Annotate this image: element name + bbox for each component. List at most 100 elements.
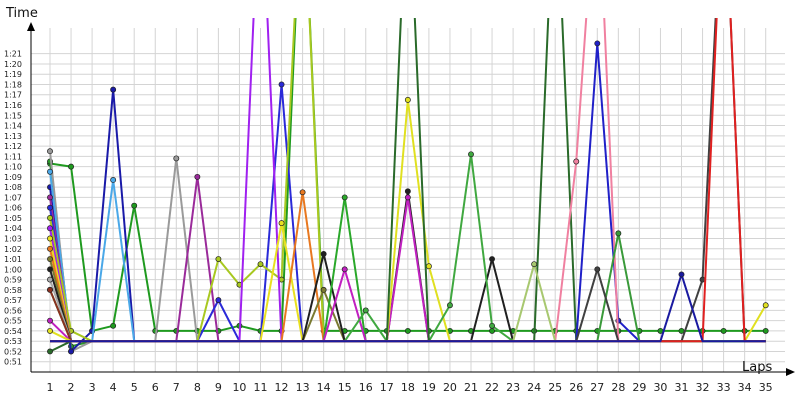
y-tick-label: 1:08 [4, 183, 22, 192]
x-tick-label: 18 [401, 381, 415, 394]
data-point [68, 348, 75, 355]
data-point [404, 327, 411, 334]
x-tick-label: 30 [653, 381, 667, 394]
x-tick-label: 15 [338, 381, 352, 394]
y-tick-label: 1:14 [4, 122, 22, 131]
y-tick-label: 1:06 [4, 204, 22, 213]
x-tick-label: 22 [485, 381, 499, 394]
y-tick-label: 1:03 [4, 235, 22, 244]
x-tick-label: 28 [611, 381, 625, 394]
data-point [110, 322, 117, 329]
x-tick-label: 13 [296, 381, 310, 394]
data-point [278, 81, 285, 88]
data-point [110, 177, 117, 183]
y-tick-label: 0:55 [4, 317, 22, 326]
x-tick-label: 17 [380, 381, 394, 394]
data-point [489, 322, 495, 329]
x-tick-label: 1 [47, 381, 54, 394]
data-point [47, 215, 53, 221]
data-point [68, 163, 75, 170]
y-tick-label: 0:53 [4, 337, 22, 346]
data-point [47, 327, 53, 334]
data-point [320, 250, 327, 257]
y-tick-label: 1:12 [4, 142, 22, 151]
y-tick-label: 1:04 [4, 224, 22, 233]
x-tick-label: 29 [632, 381, 646, 394]
data-point [425, 263, 432, 270]
data-point [278, 220, 285, 227]
data-point [594, 40, 601, 47]
y-tick-label: 1:00 [4, 265, 22, 274]
data-point [47, 148, 53, 155]
x-tick-label: 2 [68, 381, 75, 394]
axes [27, 22, 795, 376]
data-point [404, 96, 411, 103]
y-tick-label: 0:59 [4, 276, 22, 285]
data-point [762, 327, 769, 334]
data-point [110, 86, 117, 93]
y-tick-label: 0:56 [4, 306, 22, 315]
x-tick-label: 3 [89, 381, 96, 394]
data-point [47, 225, 53, 232]
data-point [404, 188, 411, 195]
x-tick-label: 6 [152, 381, 159, 394]
y-tick-label: 1:17 [4, 91, 22, 100]
data-point [489, 256, 495, 262]
data-point [678, 271, 685, 278]
x-tick-label: 24 [527, 381, 541, 394]
data-point [194, 173, 201, 180]
x-tick-label: 25 [548, 381, 562, 394]
y-tick-label: 1:15 [4, 111, 22, 120]
data-point [468, 151, 474, 158]
x-tick-labels: 1 2 3 4 5 6 7 8 9 10 11 12 13 14 15 16 17 18 19 20 21 22 23 24 2… [47, 381, 773, 394]
y-axis-arrow-icon [27, 22, 35, 31]
data-point [47, 204, 53, 211]
y-tick-label: 0:58 [4, 286, 22, 295]
x-tick-label: 31 [675, 381, 689, 394]
data-point [447, 302, 453, 309]
y-tick-label: 1:05 [4, 214, 22, 223]
data-point [531, 261, 538, 268]
y-tick-label: 1:21 [4, 50, 22, 59]
data-point [215, 297, 222, 304]
y-tick-label: 0:54 [4, 327, 22, 336]
data-point [47, 256, 53, 262]
data-point [131, 202, 138, 209]
series-line [50, 273, 766, 343]
data-point [341, 266, 348, 273]
x-tick-label: 27 [590, 381, 604, 394]
data-point [173, 155, 180, 162]
x-axis-label: Laps [742, 360, 772, 375]
y-tick-label: 1:16 [4, 101, 22, 110]
data-point [720, 327, 727, 334]
x-tick-label: 23 [506, 381, 520, 394]
y-tick-label: 1:13 [4, 132, 22, 141]
data-point [47, 266, 53, 273]
x-tick-label: 11 [254, 381, 268, 394]
data-point [299, 189, 306, 196]
series-group [50, 271, 766, 343]
data-point [341, 194, 348, 201]
y-tick-label: 1:09 [4, 173, 22, 182]
x-tick-label: 14 [317, 381, 331, 394]
data-point [47, 348, 53, 355]
data-point [320, 286, 327, 293]
y-tick-label: 1:18 [4, 80, 22, 89]
data-point [47, 286, 53, 293]
x-tick-label: 35 [759, 381, 773, 394]
y-tick-label: 0:52 [4, 347, 22, 356]
x-axis-arrow-icon [786, 368, 795, 376]
x-tick-label: 4 [110, 381, 117, 394]
data-point [47, 235, 53, 242]
data-point [404, 194, 411, 201]
data-point [47, 168, 53, 175]
data-point [489, 327, 495, 334]
x-tick-label: 33 [717, 381, 731, 394]
data-point [47, 276, 53, 283]
data-point [594, 266, 601, 273]
data-point [762, 302, 769, 309]
x-tick-label: 7 [173, 381, 180, 394]
x-tick-label: 32 [696, 381, 710, 394]
x-tick-label: 34 [738, 381, 752, 394]
